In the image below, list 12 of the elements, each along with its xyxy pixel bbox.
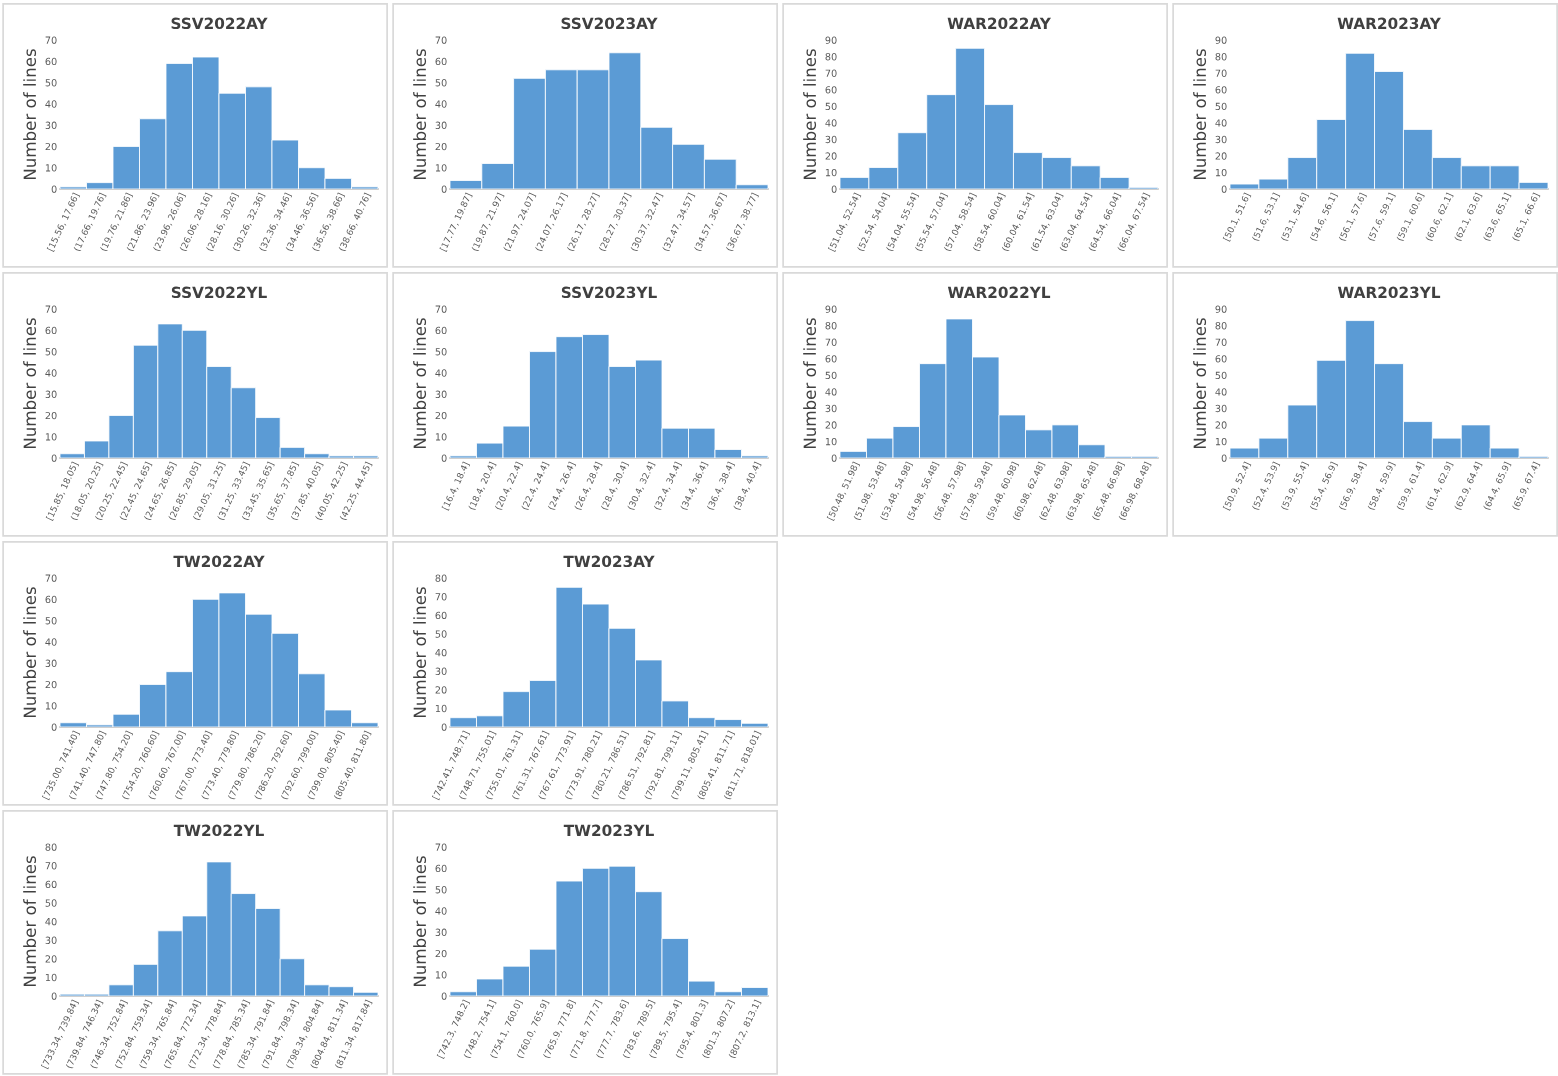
y-axis-title: Number of lines bbox=[1193, 318, 1207, 449]
y-axis-title: Number of lines bbox=[23, 587, 37, 718]
y-axis-title: Number of lines bbox=[413, 856, 427, 987]
y-axis-title: Number of lines bbox=[23, 856, 37, 987]
y-axis-title: Number of lines bbox=[413, 49, 427, 180]
y-axis-title: Number of lines bbox=[413, 587, 427, 718]
y-axis-title: Number of lines bbox=[803, 318, 817, 449]
y-axis-title: Number of lines bbox=[803, 49, 817, 180]
y-axis-title: Number of lines bbox=[1193, 49, 1207, 180]
y-axis-title: Number of lines bbox=[413, 318, 427, 449]
y-axis-title: Number of lines bbox=[23, 49, 37, 180]
y-axis-title: Number of lines bbox=[23, 318, 37, 449]
